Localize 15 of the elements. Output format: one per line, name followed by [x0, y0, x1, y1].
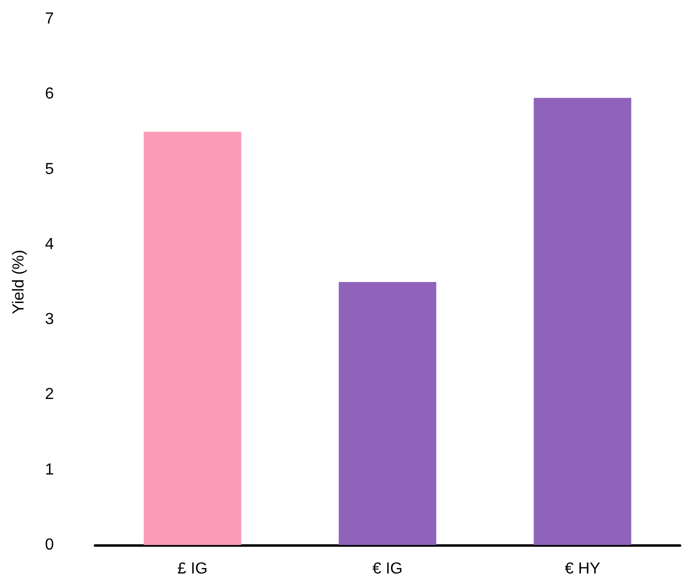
bar	[338, 282, 436, 545]
y-tick-label: 1	[45, 461, 54, 478]
y-tick-label: 5	[45, 160, 54, 178]
x-tick-label: € IG	[372, 560, 403, 578]
bar	[534, 98, 632, 545]
bar	[144, 132, 242, 545]
y-tick-label: 4	[45, 236, 54, 253]
y-tick-label: 0	[45, 536, 54, 554]
y-tick-label: 2	[45, 386, 54, 404]
y-axis-title: Yield (%)	[10, 250, 28, 314]
y-tick-label: 6	[45, 86, 54, 103]
y-tick-label: 7	[45, 10, 54, 28]
x-tick-label: £ IG	[177, 560, 208, 578]
x-tick-label: € HY	[564, 560, 601, 578]
y-tick-label: 3	[45, 311, 54, 328]
